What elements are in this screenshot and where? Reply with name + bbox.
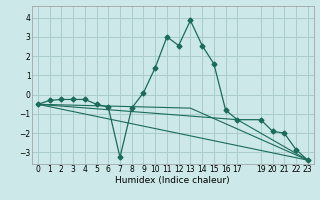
X-axis label: Humidex (Indice chaleur): Humidex (Indice chaleur) <box>116 176 230 185</box>
